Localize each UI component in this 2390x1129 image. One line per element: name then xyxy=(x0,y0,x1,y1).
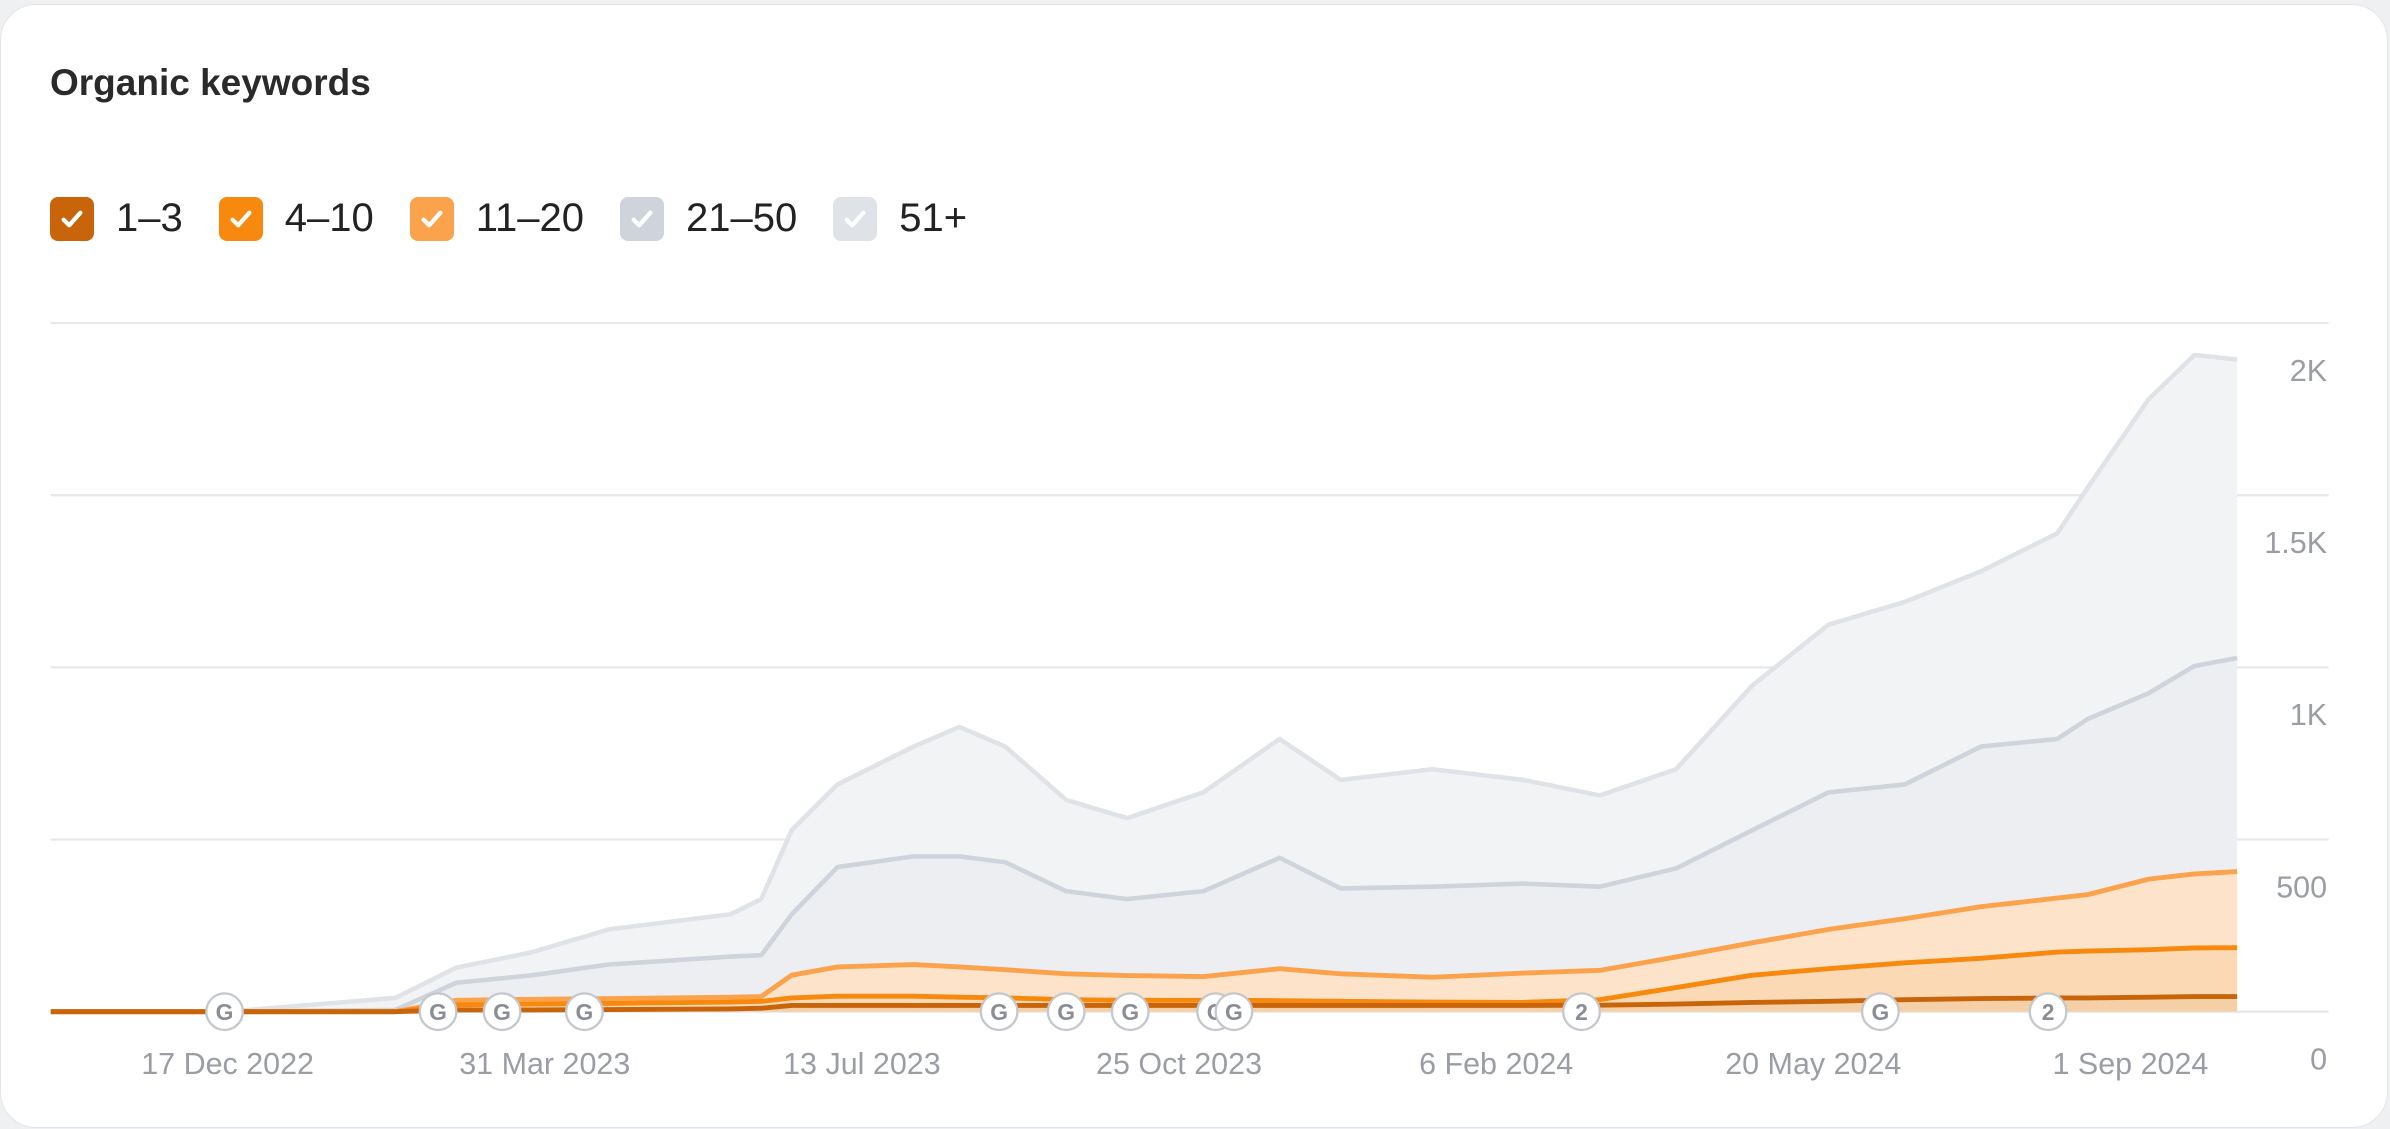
legend-label: 11–20 xyxy=(475,196,584,240)
x-tick-label: 13 Jul 2023 xyxy=(783,1047,941,1081)
series-line-4 xyxy=(50,352,2238,1014)
series-line-2 xyxy=(50,869,2238,1015)
google-icon xyxy=(1046,992,1086,1032)
x-tick-label: 6 Feb 2024 xyxy=(1419,1047,1573,1081)
google-update-marker[interactable]: G xyxy=(1046,992,1086,1032)
x-tick-label: 25 Oct 2023 xyxy=(1096,1047,1262,1081)
y-tick-label: 1.5K xyxy=(2264,526,2327,560)
google-icon xyxy=(1860,992,1900,1032)
legend-label: 51+ xyxy=(899,196,968,240)
google-icon xyxy=(1214,992,1254,1032)
checkbox-checked-icon[interactable] xyxy=(409,196,454,241)
x-tick-label: 31 Mar 2023 xyxy=(459,1047,630,1081)
checkbox-checked-icon[interactable] xyxy=(218,196,263,241)
google-icon xyxy=(1110,992,1150,1032)
x-tick-label: 1 Sep 2024 xyxy=(2052,1047,2208,1081)
checkbox-checked-icon[interactable] xyxy=(50,196,94,241)
legend: 1–3 4–10 11–20 21–50 51+ xyxy=(50,196,1003,241)
checkbox-checked-icon[interactable] xyxy=(620,196,664,241)
google-icon xyxy=(205,992,245,1032)
y-tick-label: 500 xyxy=(2276,870,2327,904)
legend-item-2[interactable]: 11–20 xyxy=(409,196,584,241)
annotation-label: G xyxy=(1057,999,1075,1025)
legend-label: 21–50 xyxy=(686,196,798,240)
annotation-label: G xyxy=(493,999,511,1025)
google-update-marker[interactable]: G xyxy=(979,992,1019,1032)
annotation-label: G xyxy=(429,999,447,1025)
legend-item-1[interactable]: 4–10 xyxy=(218,196,374,241)
google-icon xyxy=(979,992,1019,1032)
legend-item-4[interactable]: 51+ xyxy=(833,196,967,241)
area-2 xyxy=(50,871,2238,1012)
google-icon xyxy=(482,992,522,1032)
series-line-3 xyxy=(50,655,2238,1014)
x-tick-label: 20 May 2024 xyxy=(1725,1047,1901,1081)
annotation-label: 2 xyxy=(1575,999,1588,1025)
legend-item-3[interactable]: 21–50 xyxy=(620,196,797,241)
area-0 xyxy=(50,996,2238,1012)
annotation-circle xyxy=(1562,992,1601,1032)
google-update-marker[interactable]: G xyxy=(205,992,245,1032)
legend-label: 1–3 xyxy=(116,196,183,240)
google-update-marker[interactable]: G xyxy=(564,992,604,1032)
google-update-marker[interactable]: G xyxy=(1860,992,1900,1032)
annotation-label: G xyxy=(576,999,594,1025)
annotation-label: G xyxy=(990,999,1008,1025)
google-update-marker[interactable]: G xyxy=(1110,992,1150,1032)
annotation-label: 2 xyxy=(2042,999,2055,1025)
legend-label: 4–10 xyxy=(284,196,374,240)
google-icon xyxy=(564,992,604,1032)
annotation-marker[interactable]: 2 xyxy=(2028,992,2068,1032)
google-update-marker[interactable]: G xyxy=(482,992,522,1032)
y-tick-label: 2K xyxy=(2290,354,2327,388)
google-update-marker[interactable]: G xyxy=(418,992,458,1032)
google-update-marker[interactable]: G xyxy=(1214,992,1254,1032)
chart-title: Organic keywords xyxy=(50,62,371,103)
annotation-label: G xyxy=(1121,999,1139,1025)
x-tick-label: 17 Dec 2022 xyxy=(141,1047,314,1081)
annotation-circle xyxy=(2028,992,2068,1032)
area-4 xyxy=(50,355,2238,1012)
google-icon xyxy=(418,992,458,1032)
annotation-label: G xyxy=(1225,999,1243,1025)
area-3 xyxy=(50,658,2238,1012)
annotation-marker[interactable]: 2 xyxy=(1562,992,1601,1032)
legend-item-0[interactable]: 1–3 xyxy=(50,196,183,241)
y-tick-label: 1K xyxy=(2290,698,2327,732)
y-tick-label: 0 xyxy=(2310,1043,2327,1077)
annotation-label: G xyxy=(1871,999,1889,1025)
area-1 xyxy=(50,947,2238,1012)
annotation-label: G xyxy=(216,999,234,1025)
checkbox-checked-icon[interactable] xyxy=(833,196,878,241)
